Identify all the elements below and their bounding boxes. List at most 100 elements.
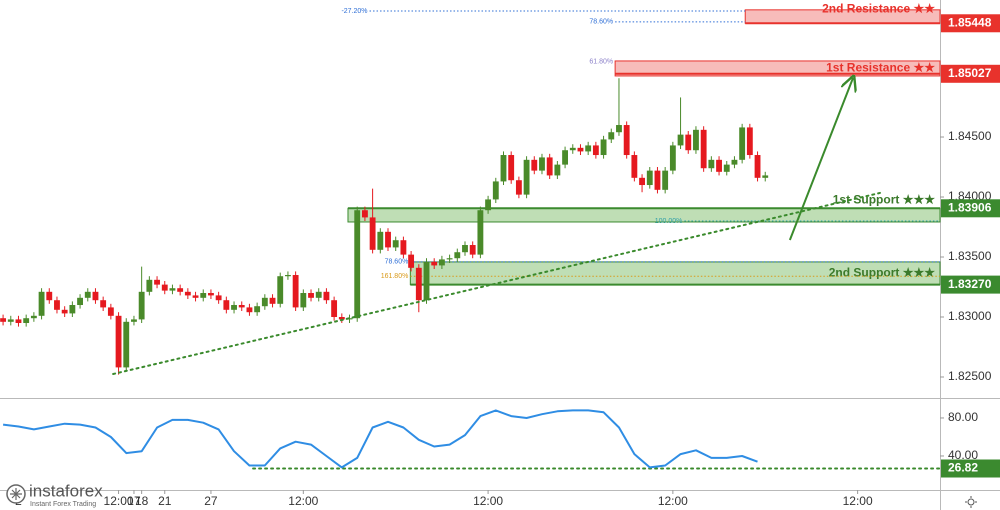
candle-body: [369, 217, 376, 250]
candle-body: [531, 159, 538, 171]
settings-icon[interactable]: [965, 496, 977, 508]
candle-body: [292, 275, 299, 308]
level-tag-label: 1.85027: [948, 66, 992, 80]
x-tick-label: 12:00: [473, 494, 503, 508]
candle-body: [723, 164, 730, 172]
candle-body: [361, 210, 368, 218]
y-tick-label: 1.84500: [948, 129, 992, 143]
x-tick-label: 17: [127, 494, 141, 508]
candle-body: [746, 127, 753, 156]
candle-body: [161, 284, 168, 291]
candle-body: [238, 305, 245, 308]
candle-body: [177, 288, 184, 292]
candle-body: [592, 145, 599, 156]
level-tag: [941, 199, 1000, 218]
candle-body: [631, 155, 638, 178]
candle-body: [438, 259, 445, 266]
candle-body: [385, 231, 391, 248]
settings-icon[interactable]: [967, 498, 975, 506]
candle-body: [539, 157, 545, 171]
candle-body: [569, 147, 576, 151]
candle-body: [123, 321, 130, 368]
fib-label: -27.20%: [341, 8, 367, 15]
candle-body: [54, 300, 60, 310]
candle-body: [354, 210, 361, 319]
candle-body: [184, 291, 191, 296]
level-name: 1st Resistance ★★: [826, 61, 935, 75]
candle-body: [61, 309, 68, 314]
candle-body: [492, 181, 499, 200]
level-name: 1st Support ★★★: [833, 192, 936, 206]
level-name: 2nd Resistance ★★: [822, 2, 935, 16]
candle-body: [200, 293, 207, 298]
candle-body: [600, 139, 607, 156]
candle-body: [30, 315, 37, 319]
level-tag: [941, 275, 1000, 294]
candle-body: [685, 134, 692, 151]
candle-body: [285, 275, 291, 277]
candle-body: [762, 175, 769, 178]
fib-label: 100.00%: [655, 218, 683, 225]
candle-body: [523, 159, 530, 195]
level-zone: [347, 207, 941, 223]
fib-label: 61.80%: [589, 58, 613, 65]
candle-body: [146, 279, 153, 292]
candle-body: [677, 134, 684, 146]
candle-body: [77, 297, 83, 306]
level-tag: [941, 64, 1000, 83]
candle-body: [446, 258, 453, 260]
candle-body: [84, 291, 91, 298]
candle-body: [277, 276, 284, 304]
candle-body: [131, 319, 137, 322]
logo-icon: [10, 488, 22, 500]
candle-body: [192, 295, 199, 298]
candle-body: [462, 245, 468, 253]
y-tick-label: 40.00: [948, 448, 978, 462]
x-tick-label: 12:00: [288, 494, 318, 508]
candle-body: [208, 293, 214, 296]
candle-body: [246, 307, 253, 313]
candle-body: [669, 145, 676, 171]
logo-name: instaforex: [29, 481, 103, 500]
candle-body: [693, 129, 699, 151]
candle-body: [716, 159, 722, 172]
x-tick-label: 18: [135, 494, 149, 508]
candle-body: [15, 319, 22, 324]
candle-body: [215, 295, 222, 301]
candle-body: [454, 252, 461, 259]
candle-body: [485, 199, 492, 211]
candle-body: [338, 317, 345, 320]
x-tick-label: 12:00: [104, 494, 134, 508]
candle-body: [431, 261, 438, 266]
level-tag-label: 1.85448: [948, 15, 992, 29]
candle-body: [708, 159, 715, 169]
x-tick-label: 21: [158, 494, 172, 508]
candle-body: [323, 291, 330, 301]
candle-body: [223, 300, 230, 310]
candle-body: [646, 170, 653, 186]
level-zone: [614, 60, 941, 77]
candle-body: [254, 306, 261, 313]
candle-body: [546, 157, 553, 176]
candle-body: [115, 315, 122, 368]
candle-body: [554, 164, 561, 176]
level-tag-label: 1.83906: [948, 200, 992, 214]
candle-body: [415, 267, 422, 301]
settings-icon[interactable]: [965, 496, 977, 508]
candle-body: [500, 155, 507, 182]
candle-body: [408, 254, 415, 268]
y-tick-label: 1.82500: [948, 369, 992, 383]
fib-label: 78.60%: [589, 19, 613, 26]
candle-body: [754, 155, 761, 178]
candle-body: [38, 291, 45, 316]
candle-body: [585, 145, 592, 152]
candle-body: [100, 300, 107, 308]
fib-label: 78.60%: [385, 259, 409, 266]
logo-tagline: Instant Forex Trading: [30, 501, 96, 508]
y-tick-label: 80.00: [948, 410, 978, 424]
level-tag-label: 26.82: [948, 461, 978, 475]
candle-body: [269, 297, 276, 304]
candle-body: [107, 307, 114, 316]
